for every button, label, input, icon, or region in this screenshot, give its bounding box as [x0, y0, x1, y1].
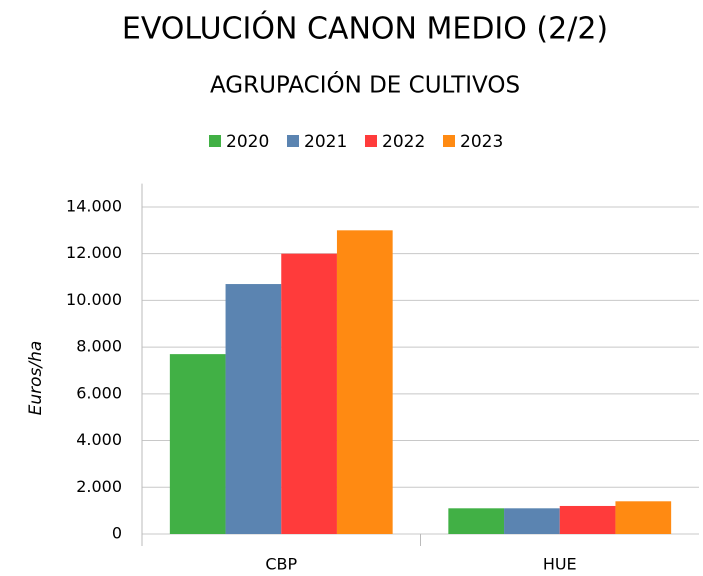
legend-swatch [365, 135, 377, 147]
y-tick-label: 14.000 [66, 196, 122, 215]
y-tick-label: 12.000 [66, 243, 122, 262]
legend-swatch [443, 135, 455, 147]
bar [504, 508, 560, 534]
y-tick-label: 6.000 [76, 383, 122, 402]
legend-label: 2021 [304, 132, 347, 152]
bar [448, 508, 505, 534]
y-tick-label: 0 [112, 524, 122, 543]
bar [225, 284, 282, 534]
y-tick-label: 2.000 [76, 477, 122, 496]
chart-title: EVOLUCIÓN CANON MEDIO (2/2) [122, 10, 608, 47]
bar [559, 505, 616, 534]
bar [169, 354, 226, 534]
legend-label: 2022 [382, 132, 425, 152]
y-tick-label: 4.000 [76, 430, 122, 449]
bar [336, 230, 393, 534]
x-tick-label: HUE [543, 555, 577, 574]
legend-label: 2020 [226, 132, 269, 152]
legend-label: 2023 [460, 132, 503, 152]
y-tick-label: 8.000 [76, 337, 122, 356]
y-axis-label: Euros/ha [26, 341, 46, 416]
legend-swatch [287, 135, 299, 147]
bar [281, 253, 337, 534]
chart-subtitle: AGRUPACIÓN DE CULTIVOS [210, 71, 520, 99]
bar [615, 501, 672, 534]
legend-swatch [209, 135, 221, 147]
x-tick-label: CBP [265, 555, 297, 574]
y-tick-label: 10.000 [66, 290, 122, 309]
